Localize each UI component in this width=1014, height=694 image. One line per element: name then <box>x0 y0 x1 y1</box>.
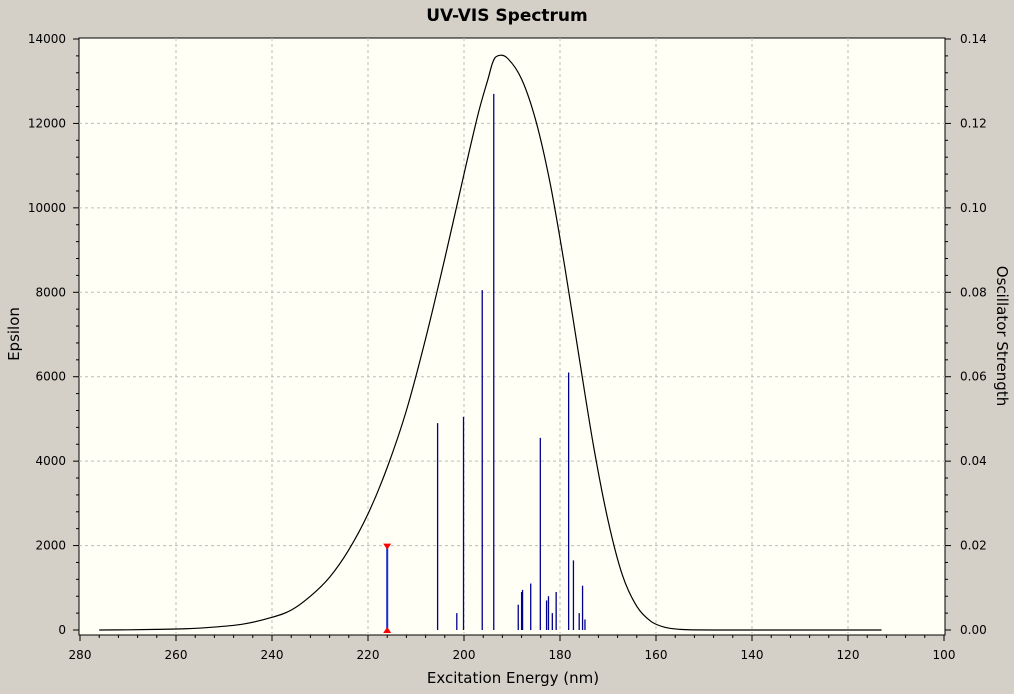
x-axis-label: Excitation Energy (nm) <box>427 669 599 687</box>
y-left-tick-label: 2000 <box>35 539 66 553</box>
chart-title: UV-VIS Spectrum <box>426 6 588 26</box>
y-left-tick-label: 4000 <box>35 454 66 468</box>
y-right-tick-label: 0.04 <box>960 454 987 468</box>
y-right-tick-label: 0.06 <box>960 370 987 384</box>
y-left-tick-label: 6000 <box>35 370 66 384</box>
x-tick-label: 280 <box>69 648 92 662</box>
x-tick-label: 240 <box>261 648 284 662</box>
y-axis-left-label: Epsilon <box>5 307 23 361</box>
y-axis-right-label: Oscillator Strength <box>993 266 1011 406</box>
plot-area[interactable] <box>78 37 946 636</box>
x-tick-label: 100 <box>933 648 956 662</box>
x-tick-label: 220 <box>357 648 380 662</box>
x-tick-label: 160 <box>645 648 668 662</box>
y-left-tick-label: 12000 <box>28 116 66 130</box>
y-right-tick-label: 0.14 <box>960 32 987 46</box>
grid-lines <box>79 38 945 635</box>
x-tick-label: 200 <box>453 648 476 662</box>
spectrum-curve-layer <box>99 54 882 631</box>
x-tick-label: 180 <box>549 648 572 662</box>
axis-ticks: 280 260 240 220 200 180 160 140 120 100 0 2000 4000 6… <box>28 32 987 662</box>
y-right-tick-label: 0.10 <box>960 201 987 215</box>
y-left-tick-label: 10000 <box>28 201 66 215</box>
y-left-tick-label: 14000 <box>28 32 66 46</box>
y-left-tick-label: 8000 <box>35 285 66 299</box>
spectrum-curve <box>99 54 882 631</box>
x-tick-label: 260 <box>165 648 188 662</box>
y-right-tick-label: 0.02 <box>960 539 987 553</box>
x-tick-label: 140 <box>741 648 764 662</box>
y-left-tick-label: 0 <box>58 623 66 637</box>
y-right-tick-label: 0.12 <box>960 116 987 130</box>
y-right-tick-label: 0.08 <box>960 285 987 299</box>
selected-stick-bottom-marker <box>383 627 392 633</box>
selected-stick-top-marker <box>383 543 392 550</box>
x-tick-label: 120 <box>837 648 860 662</box>
oscillator-sticks-layer <box>383 93 586 633</box>
y-right-tick-label: 0.00 <box>960 623 987 637</box>
